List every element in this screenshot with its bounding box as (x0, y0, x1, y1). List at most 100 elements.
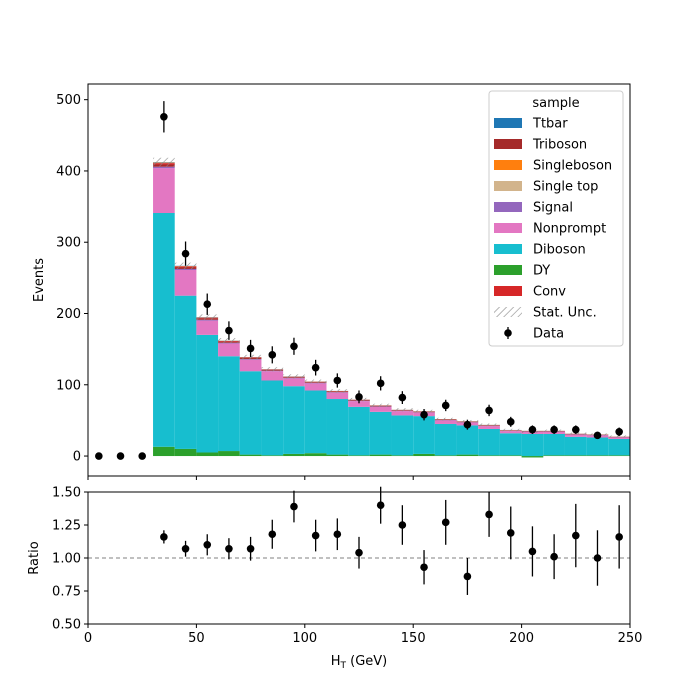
bar-nonprompt-bin-5 (196, 320, 219, 335)
ratio-y-tick-label-0.50: 0.50 (52, 618, 81, 633)
ratio-point-bin-4 (181, 544, 190, 553)
ratio-points (160, 486, 623, 595)
ratio-y-tick-label-1.00: 1.00 (52, 552, 81, 567)
legend-swatch-data (504, 329, 512, 337)
data-point-bin-21 (550, 425, 558, 434)
data-point-bin-5 (203, 300, 212, 309)
data-point-bin-1 (116, 452, 125, 460)
y-tick-label-300: 300 (56, 236, 81, 251)
data-point-bin-15 (420, 410, 428, 419)
ratio-y-ticks: 0.50 0.75 1.00 1.25 1.50 (52, 486, 88, 633)
legend-swatch-dy (494, 265, 522, 275)
bar-diboson-bin-11 (326, 399, 349, 455)
stat-unc-band-bin-18 (478, 423, 500, 427)
data-point-bin-13 (376, 379, 385, 388)
data-point-bin-7 (246, 344, 255, 353)
legend-swatch-stat-unc (494, 307, 522, 317)
legend-label-singleboson: Singleboson (533, 159, 612, 174)
bar-diboson-bin-19 (499, 433, 522, 456)
bar-nonprompt-bin-10 (304, 383, 327, 391)
stat-unc-band-bin-24 (608, 435, 630, 438)
data-point-bin-16 (441, 401, 450, 410)
stat-unc-band-bin-3 (153, 157, 175, 167)
bar-nonprompt-bin-7 (239, 359, 262, 372)
bar-dy-bin-12 (348, 455, 370, 457)
main-panel-frame (87, 83, 631, 477)
bar-nonprompt-bin-4 (174, 270, 197, 296)
legend-label-data: Data (533, 327, 564, 342)
ratio-point-bin-9 (290, 502, 298, 511)
bar-nonprompt-bin-3 (153, 168, 175, 214)
stat-unc-band-bin-13 (369, 403, 392, 407)
ratio-point-bin-16 (441, 518, 450, 527)
data-point-bin-18 (485, 406, 493, 415)
bar-nonprompt-bin-12 (348, 401, 370, 407)
x-tick-label-100: 100 (292, 631, 317, 646)
ratio-point-bin-12 (355, 548, 363, 557)
data-points (95, 101, 623, 460)
ratio-point-bin-10 (311, 531, 320, 540)
bar-dy-bin-7 (239, 454, 262, 457)
bar-signal-bin-5 (196, 319, 219, 321)
ratio-y-axis-label: Ratio (27, 541, 42, 574)
stat-unc-band-bin-19 (499, 428, 522, 432)
data-point-bin-8 (268, 351, 277, 359)
x-tick-label-0: 0 (84, 631, 92, 646)
bar-diboson-bin-6 (218, 356, 240, 452)
data-point-bin-19 (506, 418, 515, 426)
legend-swatch-single-top (494, 181, 522, 191)
stat-unc-band-bin-14 (391, 408, 414, 412)
bar-diboson-bin-18 (478, 428, 500, 456)
x-tick-label-50: 50 (188, 631, 205, 646)
bar-nonprompt-bin-18 (478, 426, 500, 429)
bar-diboson-bin-20 (521, 433, 544, 457)
x-tick-label-200: 200 (509, 631, 534, 646)
legend-swatch-singleboson (494, 160, 522, 170)
data-point-bin-0 (95, 452, 103, 460)
bar-diboson-bin-23 (586, 437, 609, 456)
bar-diboson-bin-13 (369, 411, 392, 455)
y-tick-label-100: 100 (56, 378, 81, 393)
stat-unc-band-bin-7 (239, 354, 262, 360)
ratio-point-bin-19 (506, 529, 515, 537)
y-tick-label-0: 0 (73, 450, 81, 465)
ratio-y-tick-label-1.50: 1.50 (52, 486, 81, 501)
ratio-point-bin-22 (572, 531, 580, 540)
main-y-ticks: 0 100 200 300 400 500 (56, 93, 88, 465)
stat-unc-band-bin-8 (261, 367, 284, 372)
stat-unc-band-bin-4 (174, 262, 197, 270)
legend: sample Ttbar Triboson Singleboson Single to… (488, 90, 624, 347)
ratio-point-bin-20 (528, 547, 537, 556)
bar-diboson-bin-3 (153, 213, 175, 447)
legend-label-conv: Conv (533, 285, 566, 300)
ratio-point-bin-15 (420, 563, 428, 572)
bar-diboson-bin-10 (304, 390, 327, 454)
bar-diboson-bin-9 (283, 386, 305, 454)
data-point-bin-17 (463, 420, 472, 429)
bar-diboson-bin-21 (543, 433, 565, 456)
bar-signal-bin-7 (239, 359, 262, 360)
data-point-bin-14 (398, 393, 407, 402)
ratio-point-bin-14 (398, 521, 407, 529)
data-point-bin-4 (181, 249, 190, 258)
legend-label-stat-unc: Stat. Unc. (533, 306, 597, 321)
bar-nonprompt-bin-16 (434, 420, 457, 424)
ratio-x-ticks: 0 50 100 150 200 250 (84, 624, 642, 646)
bar-diboson-bin-24 (608, 438, 630, 456)
bar-diboson-bin-7 (239, 371, 262, 455)
bar-dy-bin-3 (153, 446, 175, 457)
bar-diboson-bin-15 (413, 416, 435, 454)
legend-label-diboson: Diboson (533, 243, 586, 258)
bar-signal-bin-6 (218, 342, 240, 344)
bar-nonprompt-bin-8 (261, 371, 284, 381)
bar-signal-bin-4 (174, 268, 197, 271)
legend-title: sample (532, 96, 579, 111)
ratio-point-bin-11 (333, 530, 342, 539)
ratio-point-bin-3 (160, 533, 168, 541)
bar-nonprompt-bin-11 (326, 392, 349, 400)
legend-label-ttbar: Ttbar (532, 117, 568, 132)
legend-swatch-triboson (494, 139, 522, 149)
bar-nonprompt-bin-24 (608, 437, 630, 439)
bar-nonprompt-bin-22 (564, 434, 587, 437)
